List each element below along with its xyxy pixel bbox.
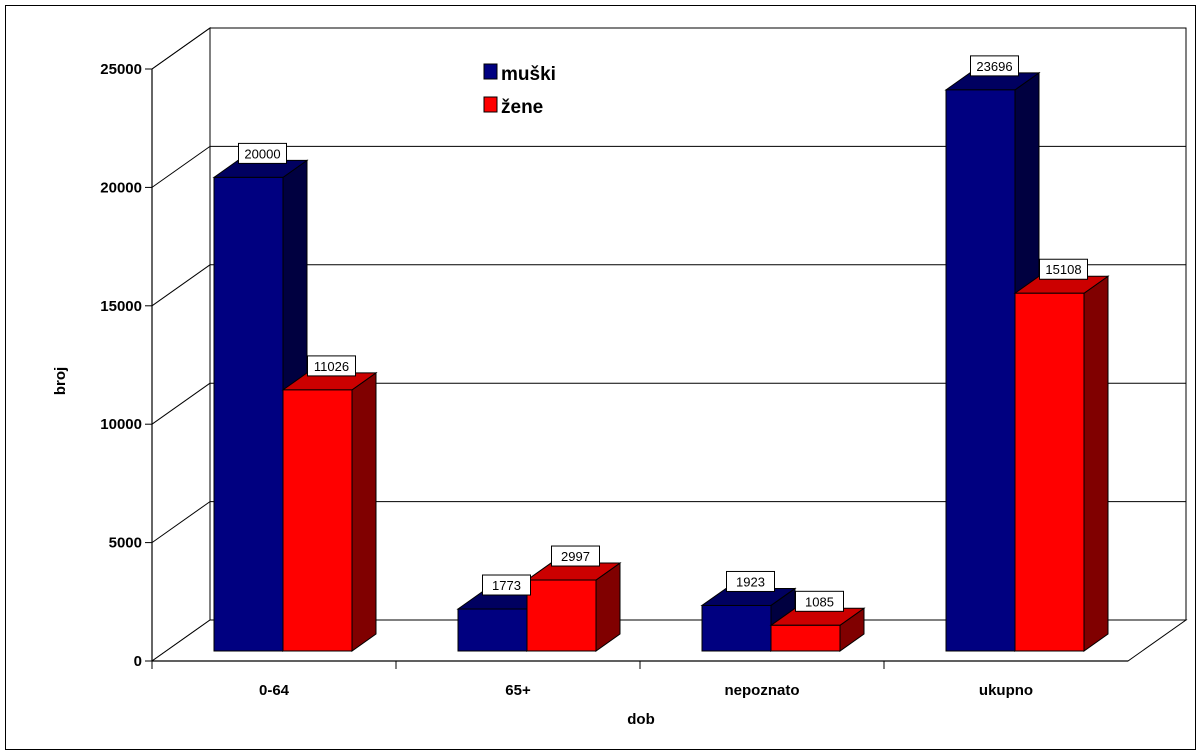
legend-label-zene: žene (501, 97, 543, 118)
legend-swatch-muski (483, 63, 498, 80)
y-tick-label: 25000 (100, 61, 142, 78)
gridline-side (151, 27, 211, 70)
data-labels: 20000 11026 1773 2997 1923 1085 23696 15108 (238, 55, 1088, 612)
gridline-side (151, 145, 211, 188)
legend: muški žene (476, 53, 580, 127)
y-tick-labels: 0 5000 10000 15000 20000 25000 (100, 61, 142, 670)
data-label-box (307, 355, 356, 377)
data-label: 1773 (492, 578, 521, 593)
bar (701, 604, 772, 652)
gridline-side (151, 264, 211, 307)
x-tick-label: ukupno (979, 682, 1033, 699)
bar (457, 608, 528, 652)
side-wall (151, 27, 211, 662)
bar (770, 624, 841, 652)
gridline-side (151, 382, 211, 425)
data-label-box (1039, 258, 1088, 280)
y-tick-label: 15000 (100, 298, 142, 315)
x-tick-labels: 0-64 65+ nepoznato ukupno (259, 682, 1033, 699)
data-label: 2997 (561, 549, 590, 564)
x-tick-label: nepoznato (725, 682, 800, 699)
bar-side (1083, 275, 1109, 652)
x-tick-label: 0-64 (259, 682, 290, 699)
data-label: 15108 (1045, 262, 1081, 277)
legend-label-muski: muški (501, 64, 556, 85)
y-tick-label: 20000 (100, 179, 142, 196)
data-label-box (551, 545, 600, 567)
y-tick-label: 5000 (109, 535, 142, 552)
data-label-box (726, 570, 775, 592)
bars (212, 71, 1110, 652)
data-label-box (238, 142, 287, 164)
data-label: 1923 (736, 574, 765, 589)
data-label: 1085 (805, 594, 834, 609)
y-tick-label: 0 (134, 653, 142, 670)
bar (526, 579, 597, 652)
data-label: 23696 (976, 59, 1012, 74)
bar (1014, 292, 1085, 652)
gridline-side (151, 501, 211, 544)
data-label: 20000 (244, 146, 280, 161)
y-axis-title: broj (52, 367, 69, 395)
axes (145, 68, 1128, 669)
data-label-box (482, 574, 531, 596)
bar-side (351, 371, 377, 652)
y-tick-label: 10000 (100, 416, 142, 433)
legend-swatch-zene (483, 96, 498, 113)
x-tick-label: 65+ (505, 682, 531, 699)
chart-walls (150, 27, 1188, 662)
data-label-box (970, 55, 1019, 77)
bar (945, 89, 1016, 652)
data-label: 11026 (314, 359, 349, 374)
bar (213, 176, 284, 652)
data-label-box (795, 590, 844, 612)
bar (282, 389, 353, 652)
x-axis-title: dob (627, 711, 655, 728)
